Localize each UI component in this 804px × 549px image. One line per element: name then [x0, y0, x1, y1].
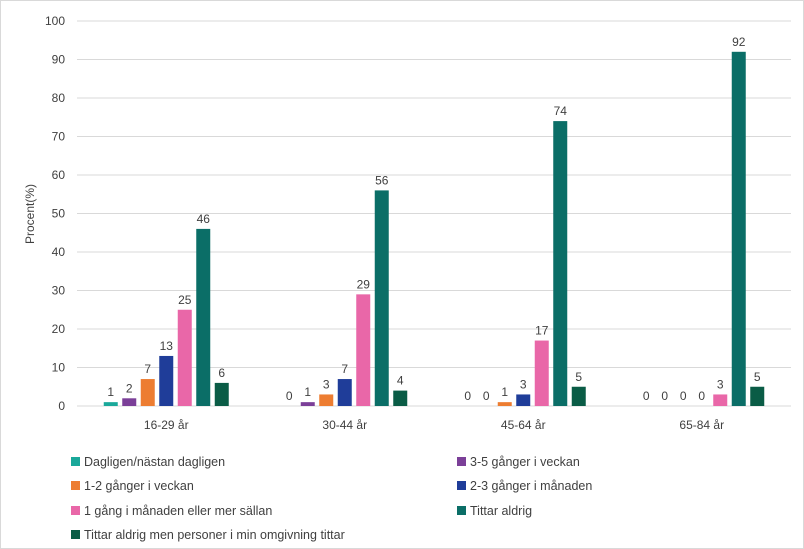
bar [337, 379, 352, 406]
bar [497, 402, 512, 406]
bar [516, 394, 531, 406]
legend-item-1-gang: 1 gång i månaden eller mer sällan [71, 501, 272, 521]
x-axis-tick-labels: 16-29 år 30-44 år 45-64 år 65-84 år [144, 418, 724, 432]
data-label: 1 [107, 385, 114, 399]
y-tick-label: 80 [52, 91, 66, 105]
bar [374, 190, 389, 406]
bar [713, 394, 728, 406]
gridlines [77, 20, 791, 407]
bar [553, 121, 568, 406]
bar [214, 382, 229, 406]
data-label: 3 [717, 377, 724, 391]
data-label: 0 [680, 389, 687, 403]
data-label: 17 [535, 324, 549, 338]
bar [177, 309, 192, 406]
bar [534, 340, 549, 406]
bar [731, 51, 746, 407]
bar [750, 386, 765, 406]
y-axis-label: Procent(%) [23, 184, 37, 244]
bar [571, 386, 586, 406]
bar [300, 402, 315, 406]
data-label: 7 [341, 362, 348, 376]
bar [122, 398, 137, 406]
legend-swatch [457, 457, 466, 466]
x-tick-label: 45-64 år [501, 418, 546, 432]
legend-item-tittar-aldrig: Tittar aldrig [457, 501, 532, 521]
data-label: 3 [323, 377, 330, 391]
legend-item-1-2-ganger: 1-2 gånger i veckan [71, 476, 194, 496]
data-label: 56 [375, 173, 389, 187]
y-tick-label: 70 [52, 130, 66, 144]
data-label: 0 [286, 389, 293, 403]
legend-label: Tittar aldrig [470, 504, 533, 518]
legend-swatch [457, 481, 466, 490]
y-tick-label: 10 [52, 361, 66, 375]
data-label: 46 [197, 212, 211, 226]
legend-label: Dagligen/nästan dagligen [84, 455, 226, 469]
legend-item-tittar-aldrig-omgivning: Tittar aldrig men personer i min omgivni… [71, 525, 345, 545]
data-label: 0 [464, 389, 471, 403]
legend-swatch [71, 506, 80, 515]
x-tick-label: 65-84 år [679, 418, 724, 432]
data-label: 3 [520, 377, 527, 391]
legend-label: 2-3 gånger i månaden [470, 479, 593, 493]
data-label: 92 [732, 35, 746, 49]
data-label: 2 [126, 381, 133, 395]
data-label: 5 [754, 370, 761, 384]
y-tick-label: 50 [52, 207, 66, 221]
bar [159, 355, 174, 406]
y-axis-tick-labels: 0 10 20 30 40 50 60 70 80 90 100 [45, 14, 65, 413]
legend-swatch [71, 457, 80, 466]
legend-item-2-3-ganger: 2-3 gånger i månaden [457, 476, 592, 496]
data-label: 4 [397, 374, 404, 388]
legend-swatch [457, 506, 466, 515]
bar [103, 402, 118, 406]
legend-label: 3-5 gånger i veckan [470, 455, 580, 469]
y-tick-label: 100 [45, 14, 65, 28]
y-tick-label: 40 [52, 245, 66, 259]
legend-label: 1 gång i månaden eller mer sällan [84, 504, 273, 518]
legend-item-dagligen: Dagligen/nästan dagligen [71, 452, 225, 472]
legend-label: 1-2 gånger i veckan [84, 479, 194, 493]
data-label: 29 [357, 277, 371, 291]
data-label: 6 [218, 366, 225, 380]
y-tick-label: 0 [58, 399, 65, 413]
bar [140, 379, 155, 406]
legend-label: Tittar aldrig men personer i min omgivni… [84, 528, 345, 542]
y-tick-label: 30 [52, 284, 66, 298]
data-label: 0 [698, 389, 705, 403]
data-label: 74 [554, 104, 568, 118]
bar [319, 394, 334, 406]
data-label: 1 [304, 385, 311, 399]
y-tick-label: 90 [52, 53, 66, 67]
bar [196, 228, 211, 406]
x-tick-label: 30-44 år [322, 418, 367, 432]
data-label: 13 [160, 339, 174, 353]
data-label: 7 [144, 362, 151, 376]
x-tick-label: 16-29 år [144, 418, 189, 432]
data-label: 1 [501, 385, 508, 399]
y-tick-label: 60 [52, 168, 66, 182]
bar [356, 294, 371, 406]
data-label: 0 [661, 389, 668, 403]
legend-swatch [71, 530, 80, 539]
y-tick-label: 20 [52, 322, 66, 336]
data-label: 25 [178, 293, 192, 307]
bar [393, 390, 408, 406]
legend-item-3-5-ganger: 3-5 gånger i veckan [457, 452, 580, 472]
data-label: 5 [575, 370, 582, 384]
data-label: 0 [483, 389, 490, 403]
legend-swatch [71, 481, 80, 490]
data-label: 0 [643, 389, 650, 403]
bars [103, 51, 765, 407]
